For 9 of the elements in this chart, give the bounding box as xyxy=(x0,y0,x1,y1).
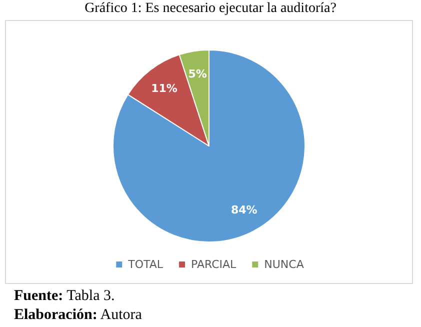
legend-label: PARCIAL xyxy=(191,258,238,271)
chart-title: Gráfico 1: Es necesario ejecutar la auditoría? xyxy=(84,0,338,17)
legend-label: TOTAL xyxy=(127,258,164,271)
data-label: 5% xyxy=(188,67,207,80)
data-label: 84% xyxy=(230,203,258,216)
text: Elaboración: Autora xyxy=(14,307,142,324)
legend-label: NUNCA xyxy=(264,258,304,271)
source-note: Fuente: Tabla 3. xyxy=(14,288,115,305)
data-label: 11% xyxy=(151,82,178,95)
